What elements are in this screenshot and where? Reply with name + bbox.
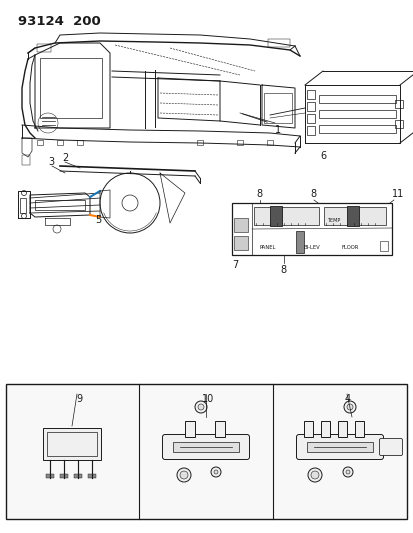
Bar [46, 474, 54, 478]
Bar [306, 90, 314, 99]
Circle shape [342, 467, 352, 477]
Bar [379, 241, 387, 251]
Bar [394, 120, 402, 128]
Bar [269, 206, 281, 226]
Bar [306, 126, 314, 135]
Text: 4: 4 [344, 394, 350, 404]
Bar [263, 93, 291, 123]
Circle shape [195, 401, 206, 413]
Text: 11: 11 [391, 189, 403, 199]
Bar [337, 421, 346, 437]
Bar [20, 198, 26, 213]
Bar [37, 44, 51, 52]
Bar [318, 125, 395, 133]
Bar [74, 474, 82, 478]
Bar [306, 114, 314, 123]
Bar [40, 58, 102, 118]
Text: 7: 7 [231, 260, 237, 270]
FancyBboxPatch shape [379, 439, 401, 456]
Circle shape [343, 401, 355, 413]
Bar [77, 140, 83, 145]
Text: 8: 8 [309, 189, 316, 199]
Text: 6: 6 [319, 151, 325, 161]
Bar [43, 428, 101, 460]
Text: 8: 8 [255, 189, 261, 199]
Bar [306, 442, 372, 452]
Bar [35, 200, 85, 210]
Bar [323, 207, 385, 225]
Circle shape [307, 468, 321, 482]
Bar [354, 421, 363, 437]
Bar [233, 236, 247, 250]
Bar [47, 432, 97, 456]
Bar [231, 203, 391, 255]
Bar [318, 110, 395, 118]
Bar [254, 207, 318, 225]
Circle shape [197, 404, 204, 410]
Bar [303, 421, 312, 437]
Bar [22, 155, 30, 165]
Text: 5: 5 [95, 215, 101, 225]
Bar [57, 140, 63, 145]
Text: FLOOR: FLOOR [341, 245, 358, 250]
Bar [318, 95, 395, 103]
Bar [214, 421, 224, 437]
Text: 10: 10 [202, 394, 214, 404]
Circle shape [177, 468, 190, 482]
FancyBboxPatch shape [162, 434, 249, 459]
Bar [320, 421, 329, 437]
Circle shape [310, 471, 318, 479]
Bar [88, 474, 96, 478]
Bar [236, 140, 242, 145]
Bar [173, 442, 238, 452]
Bar [233, 218, 247, 232]
Text: 3: 3 [48, 157, 54, 167]
Bar [267, 39, 289, 47]
Bar [346, 206, 358, 226]
Circle shape [180, 471, 188, 479]
Bar [6, 384, 406, 519]
Text: 8: 8 [279, 265, 285, 275]
Bar [60, 474, 68, 478]
Text: PANEL: PANEL [259, 245, 276, 250]
FancyBboxPatch shape [296, 434, 382, 459]
Text: 2: 2 [62, 153, 68, 163]
Text: TEMP: TEMP [326, 218, 339, 223]
Circle shape [214, 470, 218, 474]
Bar [185, 421, 195, 437]
Text: 9: 9 [76, 394, 82, 404]
Text: 93124  200: 93124 200 [18, 15, 100, 28]
Bar [197, 140, 202, 145]
Bar [266, 140, 272, 145]
Bar [394, 100, 402, 108]
Circle shape [211, 467, 221, 477]
Bar [306, 102, 314, 111]
Circle shape [346, 404, 352, 410]
Bar [295, 231, 303, 253]
Circle shape [345, 470, 349, 474]
Text: BI-LEV: BI-LEV [303, 245, 320, 250]
Text: 1: 1 [274, 125, 280, 135]
Bar [37, 140, 43, 145]
